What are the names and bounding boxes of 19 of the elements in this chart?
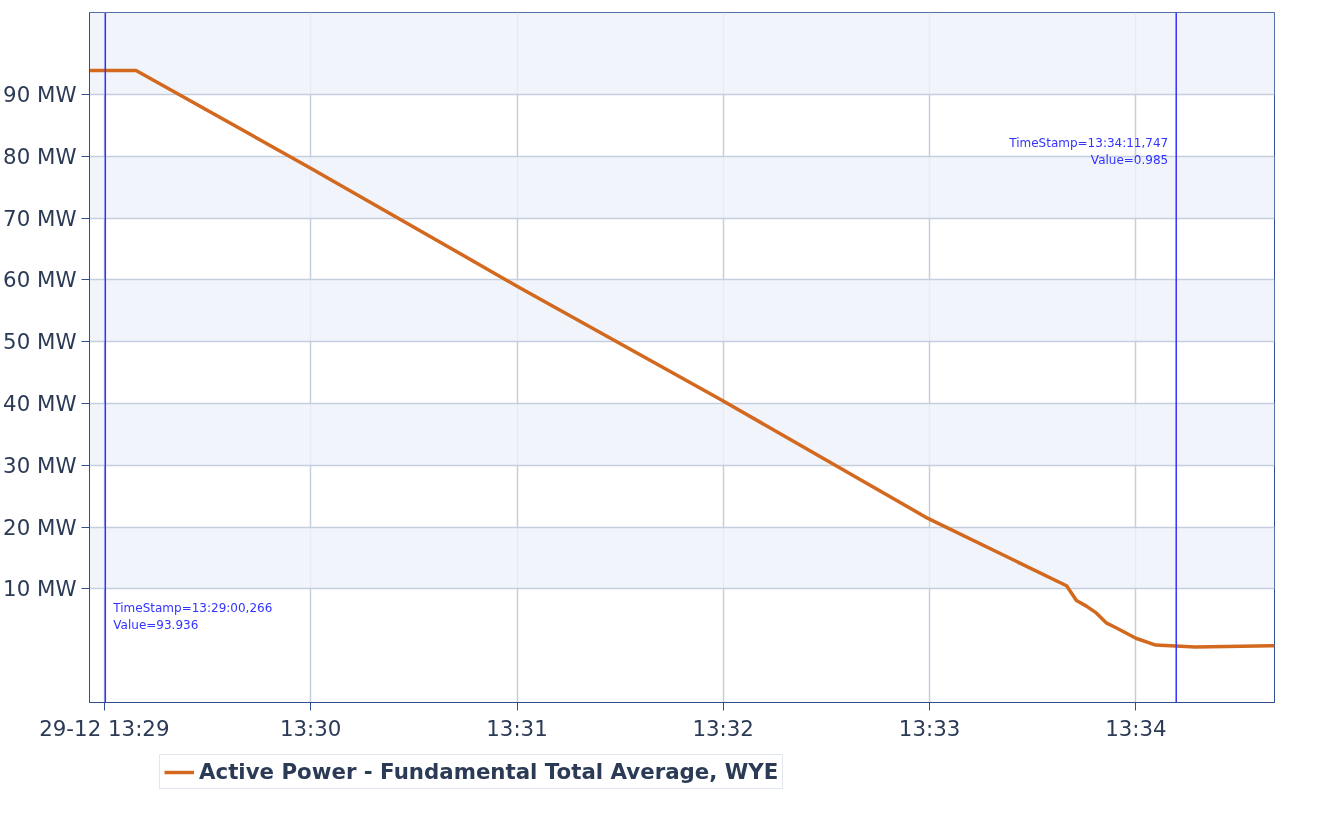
y-tick-label: 50 MW xyxy=(3,329,77,355)
y-tick-label: 80 MW xyxy=(3,143,77,169)
x-tick-label: 13:32 xyxy=(692,715,754,741)
x-tick-label: 13:33 xyxy=(898,715,961,741)
x-tick-label: 13:30 xyxy=(279,715,342,741)
x-tick-label: 13:31 xyxy=(486,715,548,741)
y-tick-label: 70 MW xyxy=(3,205,77,231)
x-tick-label: 13:34 xyxy=(1105,715,1167,741)
annotation: TimeStamp=13:34:11,747 Value=0.985 xyxy=(1008,136,1169,167)
y-tick-label: 90 MW xyxy=(3,82,77,108)
annotation: TimeStamp=13:29:00,266 Value=93.936 xyxy=(112,601,273,632)
y-tick-label: 10 MW xyxy=(3,576,77,602)
legend-label: Active Power - Fundamental Total Average, WYE xyxy=(199,759,779,784)
x-tick-label: 29-12 13:29 xyxy=(39,715,170,741)
y-tick-label: 40 MW xyxy=(3,391,77,417)
line-series xyxy=(89,68,1275,649)
y-tick-label: 30 MW xyxy=(3,452,77,478)
y-tick-label: 60 MW xyxy=(3,267,77,293)
y-tick-label: 20 MW xyxy=(3,514,77,540)
